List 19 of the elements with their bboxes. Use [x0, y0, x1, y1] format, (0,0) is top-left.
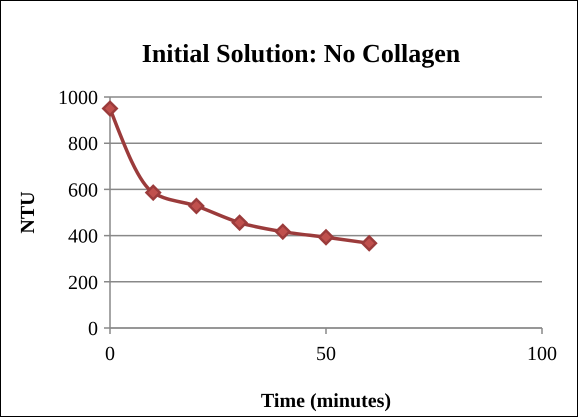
point: [274, 224, 291, 240]
y-tick-label: 400: [68, 226, 98, 248]
y-tick-label: 200: [68, 272, 98, 294]
point: [145, 184, 162, 201]
y-tick-label: 1000: [58, 87, 98, 109]
point: [318, 229, 334, 246]
point: [232, 214, 248, 231]
x-tick-label: 100: [527, 343, 557, 365]
point: [102, 100, 118, 117]
y-tick-label: 600: [68, 179, 98, 202]
y-tick-label: 0: [88, 318, 98, 340]
point: [361, 235, 378, 252]
x-tick-label: 0: [105, 343, 115, 365]
x-tick-label: 50: [316, 343, 336, 365]
point: [188, 198, 204, 214]
y-axis-title: NTU: [17, 191, 39, 234]
y-tick-label: 800: [68, 133, 98, 156]
x-axis-title: Time (minutes): [260, 390, 392, 412]
chart-title: Initial Solution: No Collagen: [142, 39, 461, 68]
